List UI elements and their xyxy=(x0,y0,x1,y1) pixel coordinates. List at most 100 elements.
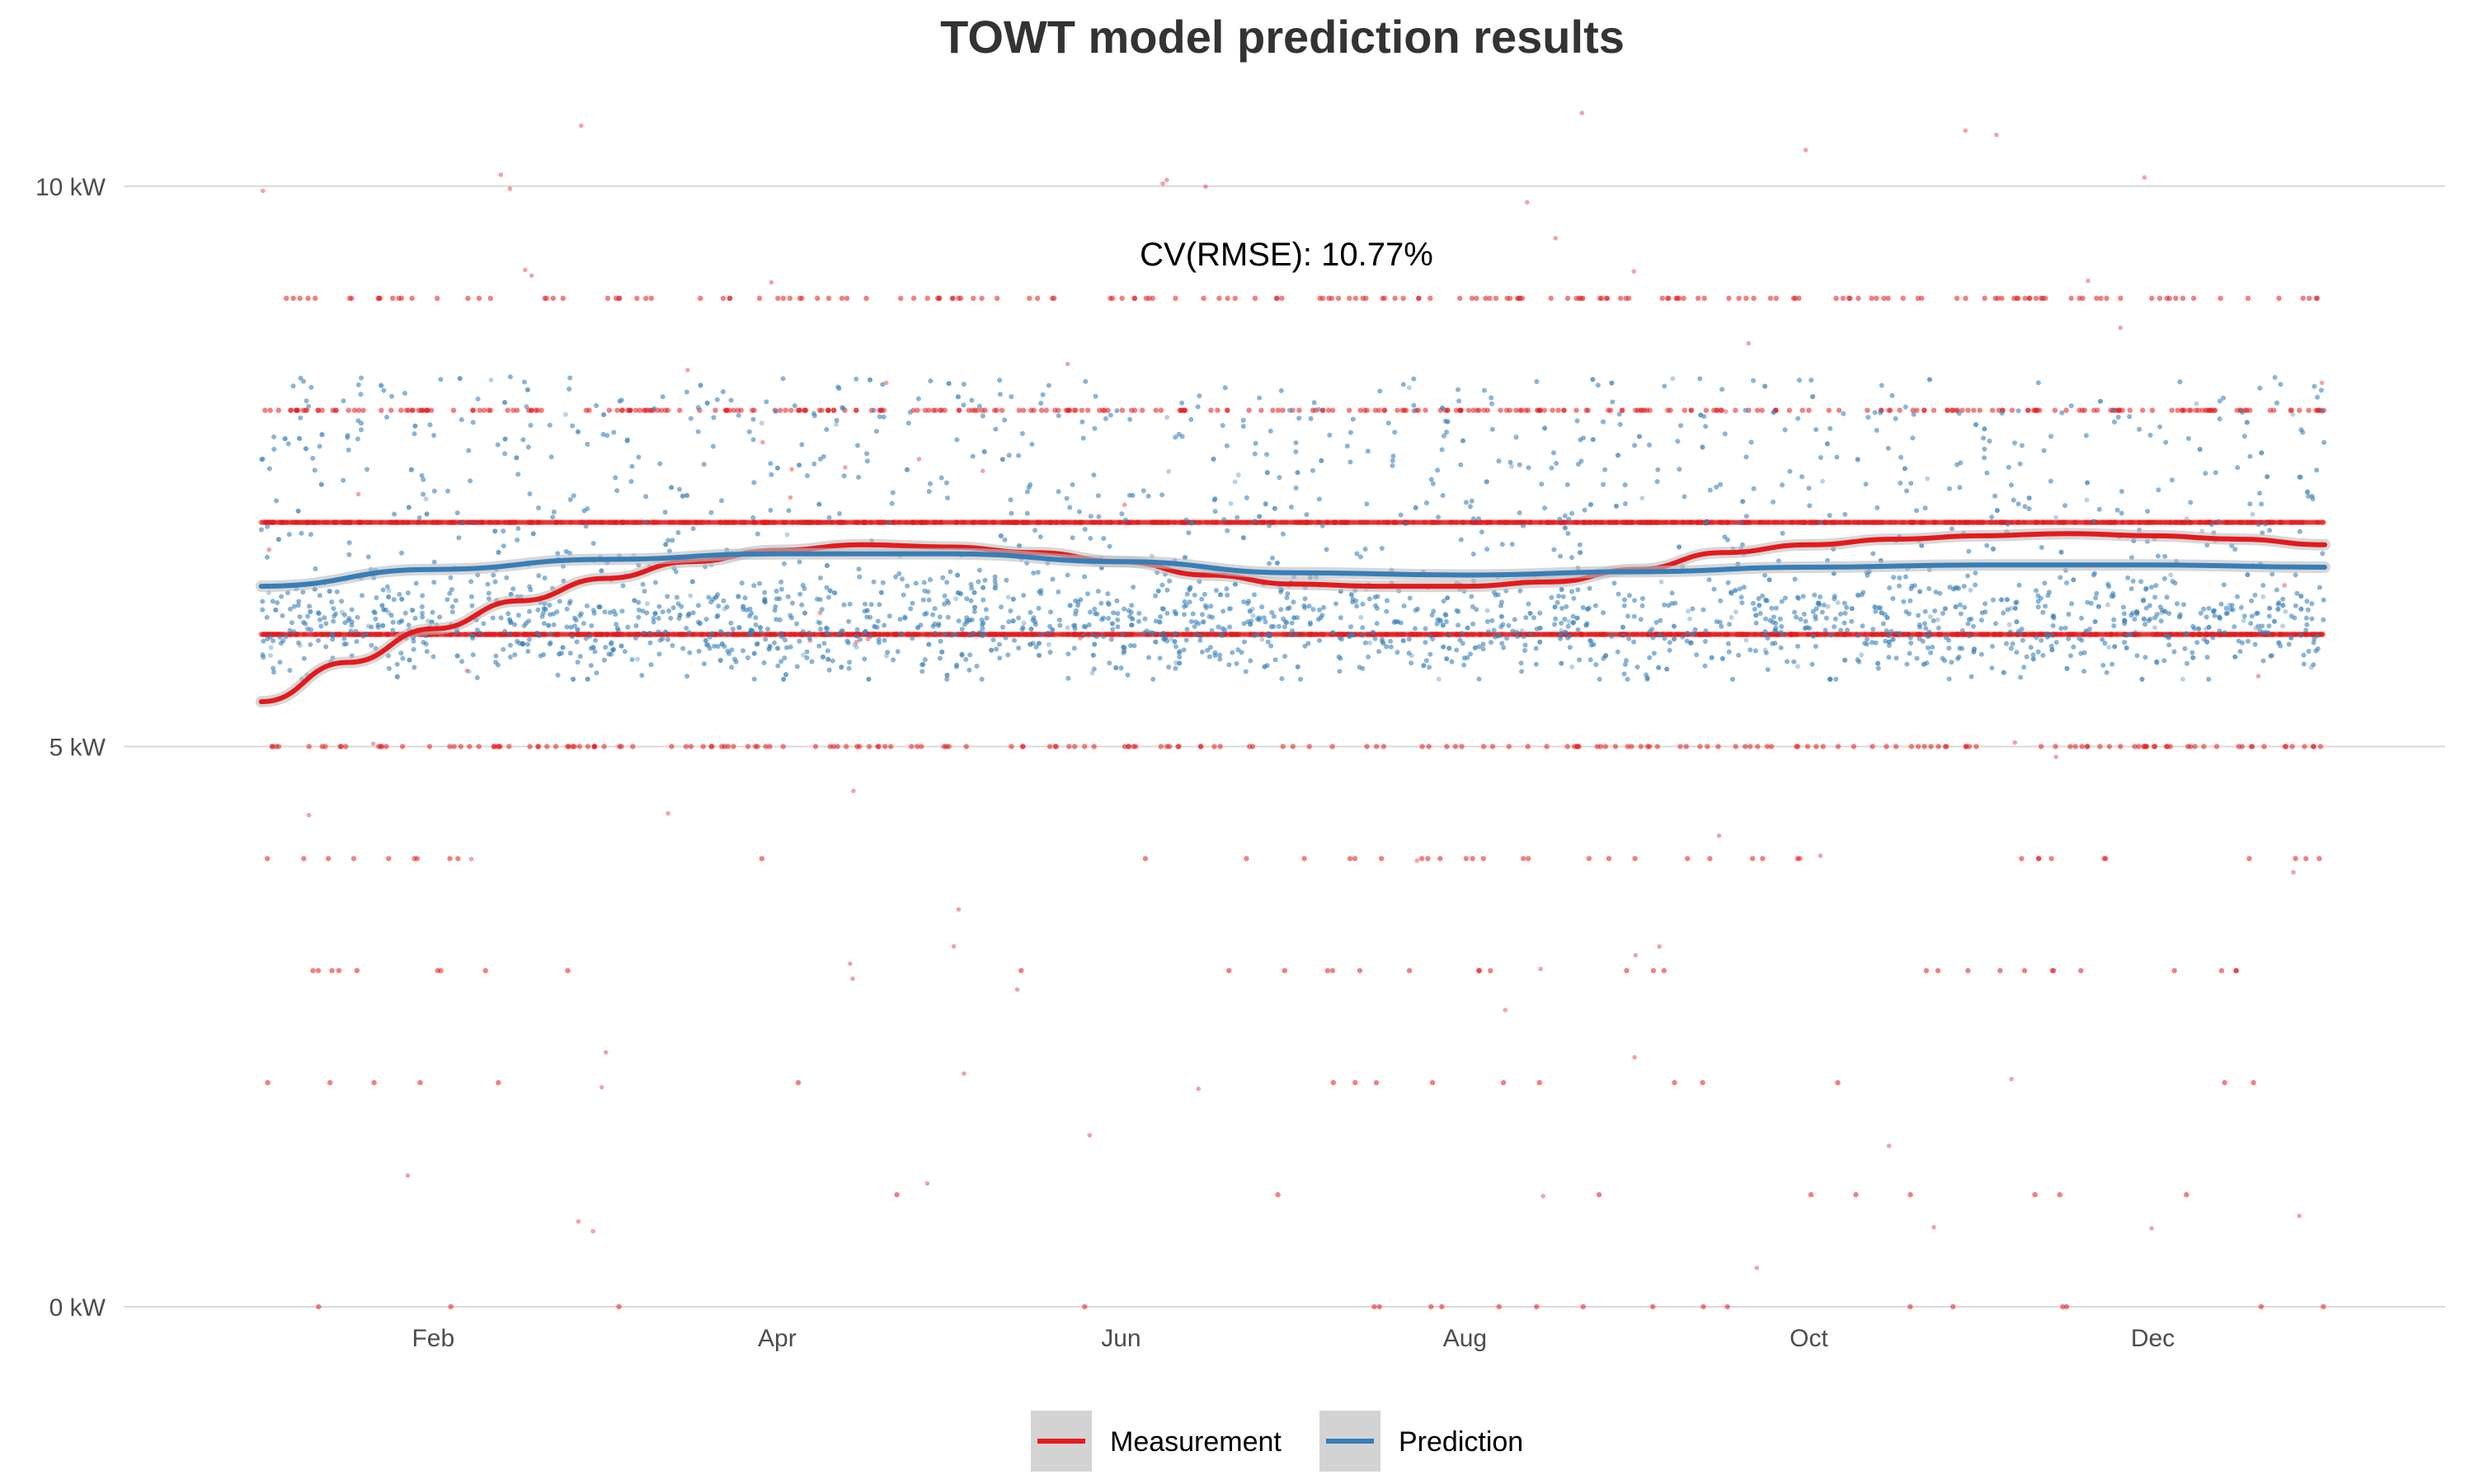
measurement-point xyxy=(543,295,549,301)
measurement-point xyxy=(1661,968,1667,974)
measurement-point xyxy=(1526,856,1531,862)
measurement-point xyxy=(1416,295,1422,301)
measurement-point xyxy=(2063,1303,2070,1310)
measurement-point xyxy=(2136,744,2142,749)
measurement-point xyxy=(1282,968,1288,974)
measurement-point xyxy=(1371,1303,1377,1310)
measurement-point xyxy=(266,547,272,552)
measurement-point xyxy=(1153,407,1159,413)
measurement-point xyxy=(2314,295,2321,301)
measurement-point xyxy=(1835,1080,1841,1086)
prediction-point xyxy=(2194,401,2199,406)
measurement-point xyxy=(1700,1303,1706,1310)
measurement-point xyxy=(812,744,819,749)
measurement-point xyxy=(2184,1191,2189,1198)
prediction-point xyxy=(1729,615,1734,620)
measurement-point xyxy=(313,295,318,301)
measurement-point xyxy=(1066,407,1072,413)
measurement-point xyxy=(2319,380,2325,386)
prediction-point xyxy=(1046,641,1051,647)
measurement-point xyxy=(749,407,755,413)
measurement-point xyxy=(481,407,487,413)
measurement-point xyxy=(1458,407,1464,413)
measurement-point xyxy=(1352,1080,1358,1086)
prediction-point xyxy=(1968,587,1973,593)
measurement-point xyxy=(535,744,541,749)
prediction-point xyxy=(2084,497,2090,503)
measurement-point xyxy=(1676,295,1682,301)
measurement-point xyxy=(1406,968,1413,974)
measurement-point xyxy=(1066,744,1072,749)
measurement-point xyxy=(1989,407,1996,413)
prediction-point xyxy=(1566,618,1572,624)
measurement-point xyxy=(544,744,550,749)
measurement-point xyxy=(1453,407,1460,413)
measurement-point xyxy=(1488,968,1493,974)
measurement-point xyxy=(1746,340,1752,346)
measurement-point xyxy=(1465,407,1472,413)
measurement-point xyxy=(1733,744,1738,749)
prediction-point xyxy=(1021,620,1027,626)
measurement-point xyxy=(760,439,765,445)
prediction-point xyxy=(1484,608,1490,613)
measurement-point xyxy=(2233,968,2239,974)
measurement-point xyxy=(2320,519,2326,525)
measurement-point xyxy=(1736,295,1742,301)
measurement-point xyxy=(1796,295,1802,301)
prediction-point xyxy=(2184,516,2189,522)
measurement-point xyxy=(1818,853,1823,858)
measurement-point xyxy=(450,407,457,413)
measurement-point xyxy=(1225,295,1230,301)
measurement-point xyxy=(971,407,978,413)
measurement-point xyxy=(1953,407,1959,413)
measurement-point xyxy=(2192,744,2198,749)
measurement-point xyxy=(316,1303,322,1310)
measurement-point xyxy=(915,744,920,749)
measurement-point xyxy=(2106,744,2113,749)
measurement-point xyxy=(697,407,703,413)
measurement-point xyxy=(586,407,592,413)
measurement-point xyxy=(507,186,513,191)
measurement-point xyxy=(1109,295,1116,301)
measurement-point xyxy=(2080,295,2086,301)
measurement-point xyxy=(346,295,353,301)
measurement-point xyxy=(1629,744,1634,749)
measurement-point xyxy=(936,295,943,301)
measurement-point xyxy=(759,856,764,862)
measurement-point xyxy=(1247,744,1253,749)
measurement-point xyxy=(1907,1303,1913,1310)
measurement-point xyxy=(329,968,335,974)
measurement-point xyxy=(1625,744,1631,749)
measurement-point xyxy=(1009,744,1014,749)
prediction-point xyxy=(1925,476,1931,481)
measurement-point xyxy=(1020,407,1027,413)
measurement-point xyxy=(724,407,730,413)
measurement-point xyxy=(417,1080,423,1086)
measurement-point xyxy=(1649,1303,1656,1310)
measurement-point xyxy=(830,407,836,413)
measurement-point xyxy=(550,295,556,301)
measurement-point xyxy=(603,1050,609,1055)
measurement-point xyxy=(1743,295,1749,301)
measurement-point xyxy=(510,407,516,413)
measurement-point xyxy=(2180,407,2185,413)
prediction-point xyxy=(1639,495,1645,501)
measurement-point xyxy=(1489,744,1496,749)
measurement-point xyxy=(665,407,670,413)
measurement-point xyxy=(2086,278,2091,284)
measurement-point xyxy=(788,407,794,413)
measurement-point xyxy=(2293,856,2298,862)
measurement-point xyxy=(1768,744,1775,749)
measurement-point xyxy=(1507,295,1513,301)
measurement-point xyxy=(1803,148,1808,153)
measurement-point xyxy=(938,407,945,413)
measurement-point xyxy=(293,407,299,413)
measurement-point xyxy=(2164,295,2170,301)
measurement-point xyxy=(930,407,937,413)
measurement-point xyxy=(2149,407,2156,413)
measurement-point xyxy=(2085,744,2091,749)
measurement-point xyxy=(698,295,703,301)
measurement-point xyxy=(1346,407,1352,413)
measurement-point xyxy=(1794,744,1799,749)
